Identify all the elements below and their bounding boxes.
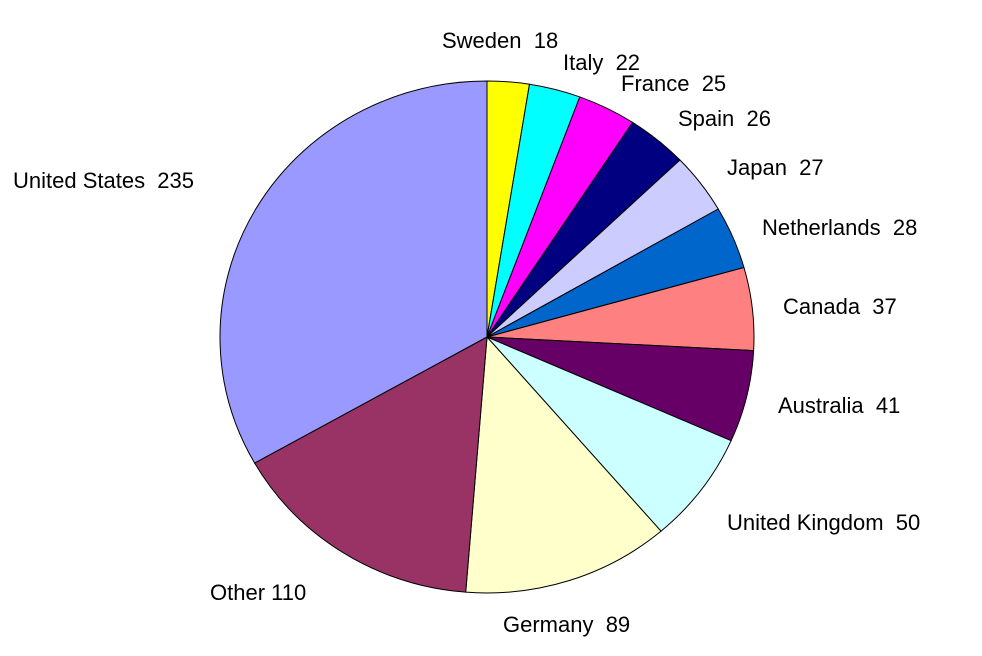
data-label-netherlands: Netherlands 28 xyxy=(762,215,917,240)
data-label-france: France 25 xyxy=(621,71,726,96)
data-label-australia: Australia 41 xyxy=(778,393,900,418)
pie-slice-united-states xyxy=(219,80,488,464)
data-label-united-states: United States 235 xyxy=(13,168,194,193)
data-label-japan: Japan 27 xyxy=(727,155,824,180)
data-label-canada: Canada 37 xyxy=(783,294,897,319)
pie-slice-united-kingdom xyxy=(486,336,732,532)
data-label-italy: Italy 22 xyxy=(563,50,640,75)
pie-slice-other xyxy=(253,336,488,593)
pie-slice-germany xyxy=(465,335,662,594)
data-label-united-kingdom: United Kingdom 50 xyxy=(727,510,920,535)
data-label-germany: Germany 89 xyxy=(503,612,630,637)
data-label-spain: Spain 26 xyxy=(678,106,771,131)
data-label-other: Other 110 xyxy=(210,580,306,605)
data-label-sweden: Sweden 18 xyxy=(442,28,558,53)
